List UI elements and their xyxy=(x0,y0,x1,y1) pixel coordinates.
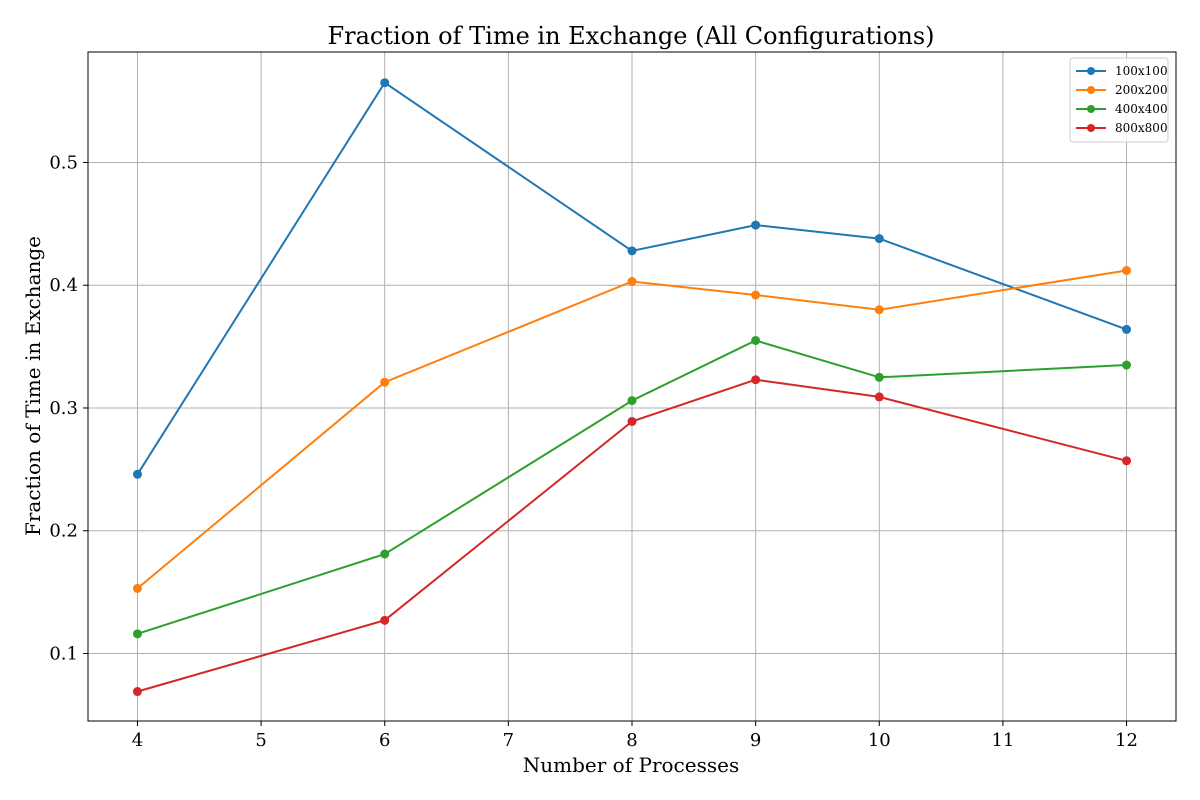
data-point xyxy=(627,416,637,426)
data-point xyxy=(132,583,142,593)
series-line xyxy=(137,378,1127,693)
data-point xyxy=(874,234,884,244)
legend: 100x100 200x200 400x400 800x800 xyxy=(1069,57,1169,143)
x-axis-label: Number of Processes xyxy=(523,753,739,777)
legend-item: 200x200 xyxy=(1076,83,1168,97)
data-point xyxy=(627,246,637,256)
x-tick-label: 11 xyxy=(991,730,1014,751)
y-axis-label: Fraction of Time in Exchange xyxy=(21,236,45,536)
data-point xyxy=(132,687,142,697)
data-point xyxy=(1122,360,1132,370)
y-tick-label: 0.2 xyxy=(49,521,78,542)
x-tick-label: 9 xyxy=(750,730,761,751)
legend-box xyxy=(1069,57,1169,143)
data-point xyxy=(132,629,142,639)
legend-label: 800x800 xyxy=(1115,121,1168,135)
data-point xyxy=(627,277,637,287)
data-point xyxy=(627,396,637,406)
legend-label: 400x400 xyxy=(1115,102,1168,116)
data-point xyxy=(751,220,761,230)
series-line xyxy=(136,269,1127,590)
data-point xyxy=(874,392,884,402)
data-point xyxy=(380,377,390,387)
series-200x200 xyxy=(132,265,1132,593)
legend-item: 100x100 xyxy=(1076,64,1168,78)
data-point xyxy=(380,615,390,625)
x-tick-label: 5 xyxy=(255,730,266,751)
data-point xyxy=(874,305,884,315)
data-point xyxy=(1122,265,1132,275)
series-line xyxy=(137,339,1127,635)
legend-marker xyxy=(1087,105,1095,113)
data-point xyxy=(380,549,390,559)
y-tick-label: 0.4 xyxy=(49,275,78,296)
series-line xyxy=(136,81,1127,475)
series-800x800 xyxy=(132,375,1132,697)
x-tick-label: 6 xyxy=(379,730,390,751)
series-400x400 xyxy=(132,335,1132,639)
x-tick-label: 7 xyxy=(503,730,514,751)
data-point xyxy=(751,335,761,345)
data-point xyxy=(1122,324,1132,334)
axis-ticks: 4 5 6 7 8 9 10 11 12 0.1 0.2 0.3 0.4 0.5 xyxy=(49,152,1138,751)
legend-label: 200x200 xyxy=(1115,83,1168,97)
x-tick-label: 12 xyxy=(1115,730,1138,751)
x-tick-label: 8 xyxy=(626,730,637,751)
data-point xyxy=(751,290,761,300)
legend-marker xyxy=(1087,86,1095,94)
data-point xyxy=(380,78,390,88)
y-tick-label: 0.3 xyxy=(49,398,78,419)
y-tick-label: 0.5 xyxy=(49,152,78,173)
data-point xyxy=(132,469,142,479)
plot-frame xyxy=(87,51,1177,722)
legend-marker xyxy=(1087,124,1095,132)
series-group xyxy=(132,78,1132,697)
data-point xyxy=(874,372,884,382)
x-tick-label: 4 xyxy=(132,730,143,751)
legend-label: 100x100 xyxy=(1115,64,1168,78)
legend-marker xyxy=(1087,67,1095,75)
x-tick-label: 10 xyxy=(868,730,891,751)
data-point xyxy=(1122,456,1132,466)
data-point xyxy=(751,375,761,385)
grid-lines xyxy=(88,52,1176,721)
legend-item: 400x400 xyxy=(1076,102,1168,116)
series-100x100 xyxy=(132,78,1132,479)
y-tick-label: 0.1 xyxy=(49,643,78,664)
legend-item: 800x800 xyxy=(1076,121,1168,135)
chart-title: Fraction of Time in Exchange (All Config… xyxy=(327,22,934,50)
